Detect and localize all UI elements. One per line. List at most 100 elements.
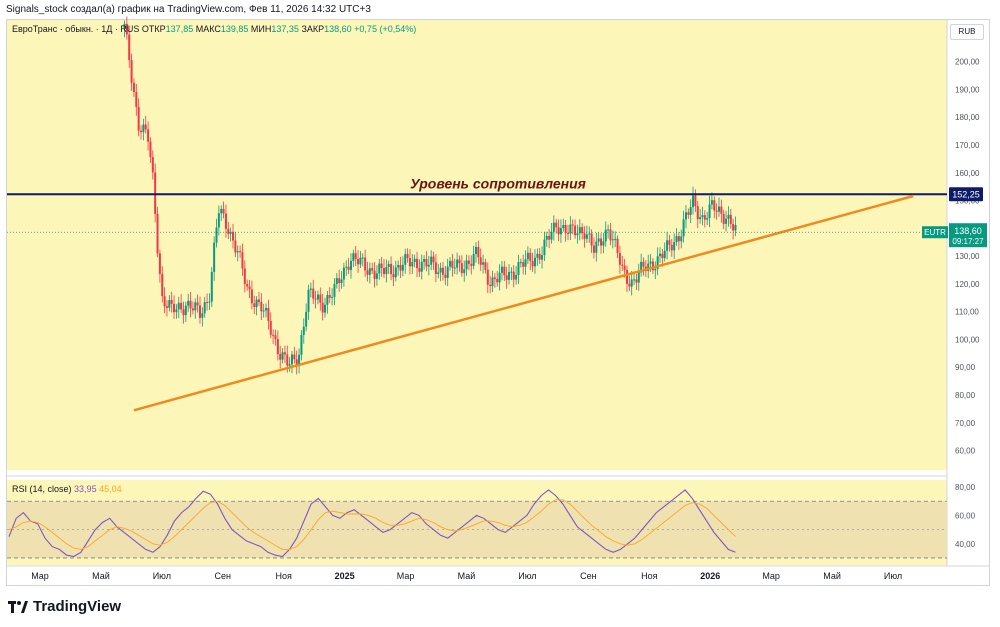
- candle-body: [236, 251, 239, 253]
- candle-body: [668, 240, 671, 245]
- candle-body: [505, 275, 508, 280]
- candle-body: [649, 261, 652, 264]
- candle-body: [460, 263, 463, 274]
- chart-attribution: Signals_stock создал(а) график на Tradin…: [6, 4, 371, 15]
- candle-body: [241, 252, 244, 269]
- legend-close-value: 138,60: [324, 24, 352, 34]
- candle-body: [732, 224, 735, 231]
- candle-body: [411, 262, 414, 267]
- tradingview-brand-name: TradingView: [33, 598, 122, 615]
- candle-body: [314, 298, 317, 300]
- price-axis-tick-label: 160,00: [955, 169, 980, 178]
- candle-body: [699, 217, 702, 220]
- price-axis-tick-label: 200,00: [955, 58, 980, 67]
- candle-body: [465, 260, 468, 270]
- candle-body: [715, 210, 718, 212]
- rsi-legend-name[interactable]: RSI (14, close): [12, 484, 72, 494]
- candle-body: [493, 277, 496, 280]
- candle-body: [562, 224, 565, 229]
- candle-body: [364, 257, 367, 271]
- candle-body: [408, 257, 411, 267]
- candle-body: [456, 259, 459, 268]
- candle-body: [592, 245, 595, 253]
- candle-body: [213, 242, 216, 272]
- support-trendline[interactable]: [133, 194, 914, 412]
- candle-body: [675, 236, 678, 243]
- currency-selector[interactable]: RUB: [950, 24, 984, 40]
- candle-body: [349, 260, 352, 270]
- candle-body: [125, 23, 128, 35]
- candle-body: [267, 308, 270, 321]
- candle-body: [345, 266, 348, 268]
- candle-body: [604, 229, 607, 242]
- candle-body: [173, 303, 176, 313]
- candle-body: [680, 236, 683, 242]
- candle-body: [274, 335, 277, 340]
- candle-body: [215, 227, 218, 243]
- candle-body: [609, 229, 612, 241]
- candle-body: [607, 229, 610, 231]
- candle-body: [158, 253, 161, 274]
- candle-body: [583, 233, 586, 239]
- candle-body: [510, 271, 513, 273]
- candle-body: [217, 213, 220, 228]
- candle-body: [633, 279, 636, 281]
- candle-body: [281, 352, 284, 360]
- candle-body: [397, 265, 400, 268]
- candle-body: [722, 213, 725, 224]
- candle-body: [328, 295, 331, 298]
- tradingview-brand[interactable]: TradingView: [8, 598, 121, 615]
- candle-body: [498, 272, 501, 283]
- candle-body: [703, 215, 706, 220]
- candle-body: [689, 207, 692, 215]
- candle-body: [694, 195, 697, 207]
- time-axis-tick-label: Май: [458, 571, 476, 581]
- candle-body: [132, 82, 135, 93]
- candle-body: [147, 129, 150, 142]
- candle-body: [326, 295, 329, 305]
- candle-body: [156, 214, 159, 254]
- candle-body: [427, 264, 430, 267]
- candle-body: [637, 272, 640, 283]
- candle-body: [232, 231, 235, 241]
- candle-body: [687, 212, 690, 215]
- candle-body: [581, 227, 584, 234]
- candle-body: [276, 339, 279, 354]
- candle-body: [706, 218, 709, 220]
- candle-body: [696, 206, 699, 220]
- candle-body: [309, 288, 312, 290]
- candle-body: [378, 263, 381, 274]
- candle-body: [288, 364, 291, 366]
- candle-body: [621, 264, 624, 266]
- candle-body: [307, 289, 310, 312]
- candle-body: [196, 302, 199, 306]
- candle-body: [394, 267, 397, 278]
- candle-body: [571, 224, 574, 226]
- candle-body: [184, 305, 187, 316]
- legend-symbol[interactable]: ЕвроТранс · обыкн. · 1Д · RUS: [12, 24, 140, 34]
- candle-body: [312, 288, 315, 299]
- time-axis-tick-label: Июл: [153, 571, 171, 581]
- candle-body: [425, 258, 428, 267]
- candle-body: [486, 269, 489, 285]
- candle-body: [654, 268, 657, 271]
- candle-body: [479, 257, 482, 265]
- candle-body: [359, 257, 362, 265]
- legend-open-value: 137,85: [165, 24, 194, 34]
- time-axis-tick-label: Ноя: [641, 571, 658, 581]
- candle-body: [163, 296, 166, 307]
- candle-body: [399, 265, 402, 271]
- candle-body: [354, 253, 357, 260]
- candle-body: [467, 260, 470, 264]
- bar-countdown-label: 09:17:27: [952, 237, 984, 246]
- candle-body: [682, 219, 685, 237]
- candle-body: [387, 263, 390, 268]
- rsi-axis-tick-label: 60,00: [955, 511, 976, 520]
- candle-body: [401, 264, 404, 271]
- time-axis-tick-label: Май: [92, 571, 110, 581]
- candle-body: [640, 261, 643, 273]
- candle-body: [390, 263, 393, 275]
- candle-body: [666, 240, 669, 251]
- candle-body: [555, 222, 558, 228]
